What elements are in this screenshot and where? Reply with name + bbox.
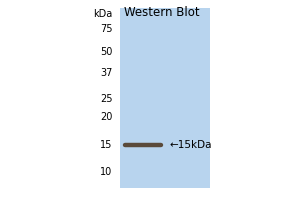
Text: 50: 50 xyxy=(100,47,112,57)
Text: 75: 75 xyxy=(100,24,112,34)
Text: kDa: kDa xyxy=(93,9,112,19)
Bar xyxy=(120,8,210,188)
Text: ←15kDa: ←15kDa xyxy=(169,140,212,150)
Text: 20: 20 xyxy=(100,112,112,122)
Text: 15: 15 xyxy=(100,140,112,150)
Text: 25: 25 xyxy=(100,94,112,104)
Text: 10: 10 xyxy=(100,167,112,177)
Text: 37: 37 xyxy=(100,68,112,78)
Text: Western Blot: Western Blot xyxy=(124,6,200,19)
